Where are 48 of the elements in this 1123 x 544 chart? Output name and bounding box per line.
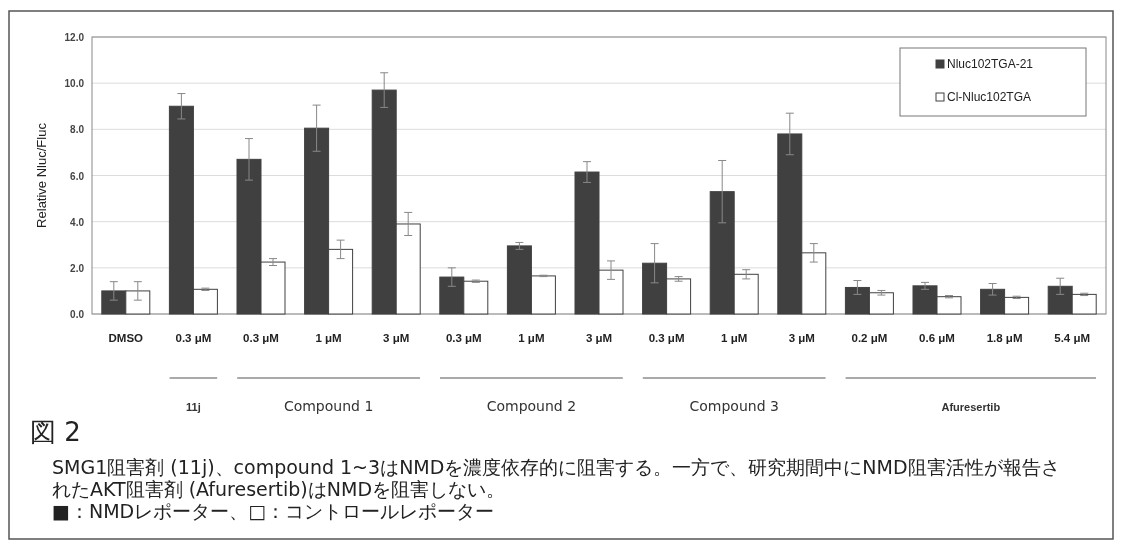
- text: ■：NMDレポーター、□：コントロールレポーター: [52, 500, 496, 522]
- x-tick-label: 3 μM: [788, 332, 815, 344]
- text: Afuresertib: [941, 401, 1001, 413]
- y-tick-label: 10.0: [64, 78, 85, 90]
- y-tick-label: 2.0: [70, 262, 85, 274]
- bar: [912, 285, 938, 315]
- caption: 図 2: [30, 416, 81, 449]
- x-tick-label: 0.6 μM: [919, 332, 955, 344]
- text: Compound 2: [486, 398, 577, 414]
- bar: [1047, 285, 1073, 315]
- bar: [101, 290, 127, 315]
- bar: [439, 276, 465, 315]
- text: Compound 3: [689, 398, 779, 414]
- y-tick-label: 4.0: [70, 216, 85, 228]
- x-tick-label: DMSO: [108, 332, 144, 344]
- x-tick-label: 0.3 μM: [648, 332, 685, 344]
- x-tick-label: 3 μM: [383, 332, 410, 344]
- x-tick-label: 0.3 μM: [243, 332, 279, 344]
- x-tick-label: 0.3 μM: [175, 332, 212, 344]
- y-axis-title: Relative Nluc/Fluc: [34, 122, 49, 228]
- y-tick-label: 0.0: [70, 309, 85, 320]
- legend-label: Cl-Nluc102TGA: [947, 90, 1032, 104]
- bar: [844, 286, 870, 315]
- bar: [236, 158, 262, 315]
- bar: [709, 191, 735, 315]
- bar: [980, 288, 1006, 315]
- x-tick-label: 0.3 μM: [445, 332, 482, 344]
- text: 11j: [186, 401, 201, 413]
- bar: [371, 89, 397, 315]
- x-tick-label: 1 μM: [721, 332, 748, 344]
- x-tick-label: 1 μM: [518, 332, 545, 344]
- text: SMG1阻害剤 (11j)、compound 1~3はNMDを濃度依存的に阻害する。一方で、研究期間中にNMD阻害活性が報告されたAKT阻害剤 (Afuresertib)はNMDを阻害しない。: [52, 456, 1061, 500]
- bar: [574, 171, 600, 315]
- x-tick-label: 1 μM: [315, 332, 342, 344]
- y-tick-label: 12.0: [64, 32, 85, 43]
- y-tick-label: 6.0: [70, 170, 85, 182]
- bar: [506, 245, 532, 315]
- x-tick-label: 5.4 μM: [1054, 332, 1091, 344]
- x-tick-label: 1.8 μM: [986, 332, 1023, 344]
- x-tick-label: 3 μM: [585, 332, 613, 344]
- bar: [642, 262, 668, 315]
- bar: [777, 133, 803, 315]
- x-tick-label: 0.2 μM: [851, 332, 888, 344]
- legend-label: Nluc102TGA-21: [947, 57, 1034, 71]
- y-tick-label: 8.0: [70, 124, 85, 136]
- bar: [304, 127, 330, 315]
- text: Compound 1: [283, 398, 374, 414]
- bar: [168, 105, 194, 315]
